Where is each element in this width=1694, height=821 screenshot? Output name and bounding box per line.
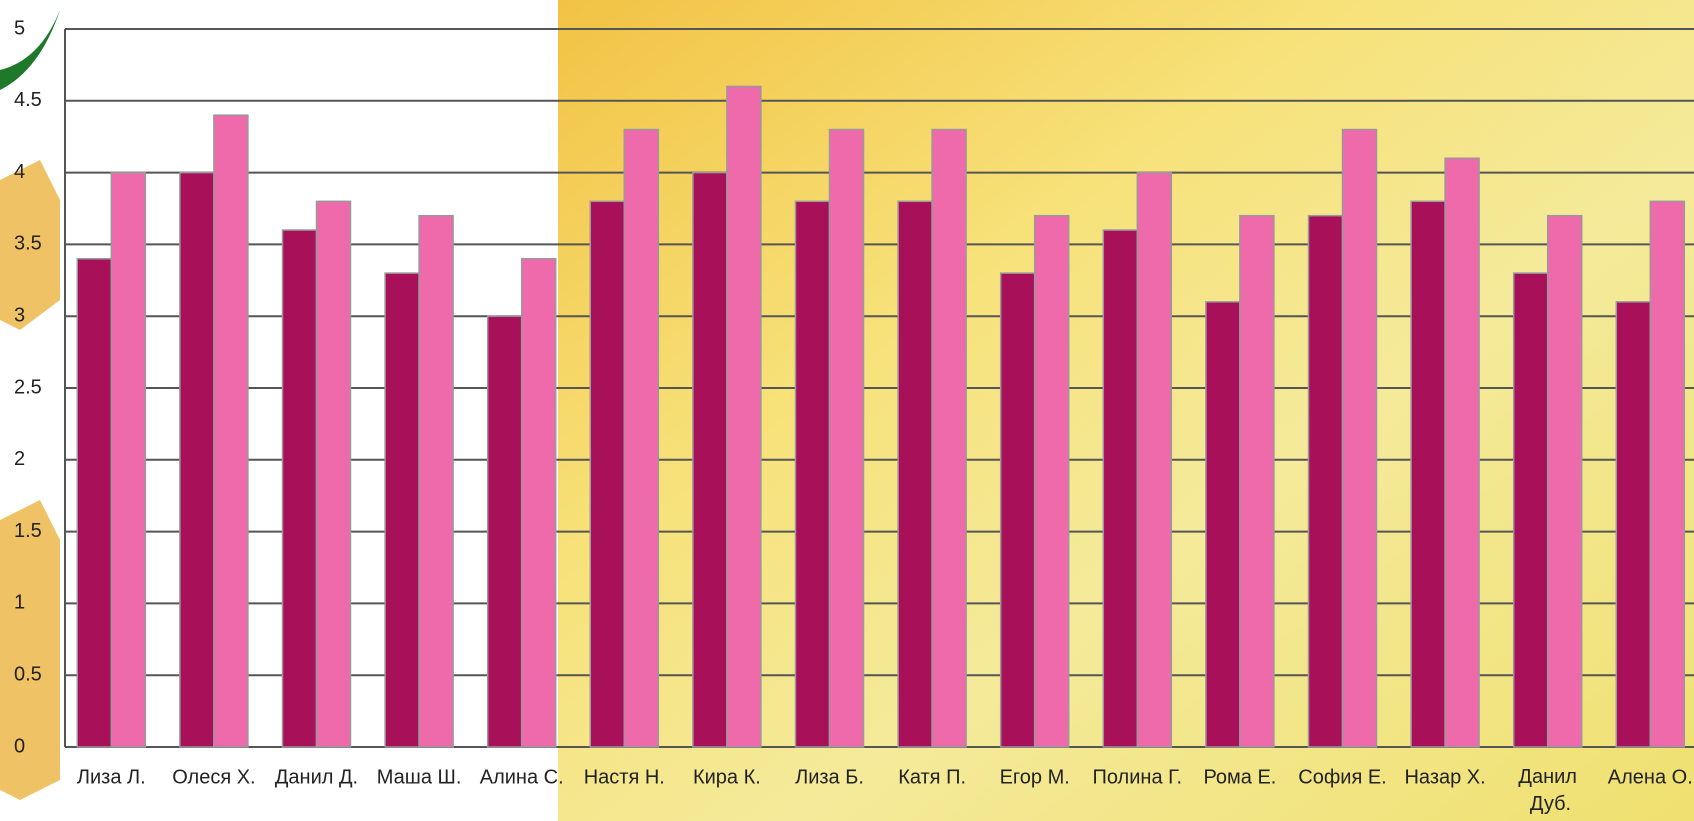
bar: [828, 128, 865, 748]
x-tick-label: Назар Х.: [1404, 766, 1485, 788]
bar: [1512, 272, 1549, 748]
y-tick-label: 2: [14, 448, 25, 470]
bar: [897, 200, 933, 748]
y-tick-label: 1.5: [14, 520, 42, 542]
x-tick-label: Олеся Х.: [172, 766, 255, 788]
x-tick-label: Лиза Б.: [795, 766, 864, 788]
x-tick-label: Алина С.: [480, 766, 564, 788]
bar: [1444, 157, 1480, 748]
x-tick-label: Лиза Л.: [77, 766, 146, 788]
x-tick-label: Маша Ш.: [377, 766, 462, 788]
bar: [726, 85, 762, 748]
bar: [418, 214, 454, 748]
bar: [315, 200, 352, 748]
bar: [1205, 301, 1241, 748]
bar: [999, 272, 1036, 748]
bar: [1615, 301, 1652, 748]
bar: [1307, 214, 1344, 748]
x-tick-label: Алена О.: [1608, 766, 1693, 788]
y-tick-label: 2.5: [14, 376, 42, 398]
bar: [520, 258, 557, 748]
bar: [1546, 214, 1583, 748]
bar: [931, 128, 967, 748]
bar: [486, 315, 523, 748]
y-tick-label: 3: [14, 304, 25, 326]
bar: [1239, 214, 1275, 748]
bar: [213, 114, 249, 748]
x-tick-label: Кира К.: [693, 766, 761, 788]
y-tick-label: 4: [14, 161, 25, 183]
x-tick-label: Егор М.: [1000, 766, 1070, 788]
y-tick-label: 3.5: [14, 233, 42, 255]
bar: [76, 258, 113, 748]
bar: [1649, 200, 1686, 748]
x-tick-label: Данил Дуб.: [1518, 766, 1577, 815]
x-tick-label: София Е.: [1298, 766, 1386, 788]
y-tick-label: 4.5: [14, 89, 42, 111]
y-tick-label: 5: [14, 17, 25, 39]
bar: [794, 200, 831, 748]
bar: [1136, 171, 1173, 748]
x-tick-label: Полина Г.: [1093, 766, 1183, 788]
bar: [1102, 229, 1139, 748]
leaf-decoration: [0, 10, 60, 90]
x-tick-label: Катя П.: [898, 766, 966, 788]
bar: [623, 128, 660, 748]
x-tick-label: Данил Д.: [275, 766, 358, 788]
x-tick-label: Рома Е.: [1203, 766, 1276, 788]
bar: [1033, 214, 1070, 748]
y-tick-label: 0.5: [14, 663, 42, 685]
honeycomb-decoration: [0, 160, 60, 330]
bar: [179, 171, 215, 748]
bar: [1410, 200, 1446, 748]
y-tick-label: 1: [14, 592, 25, 614]
bar: [692, 171, 728, 748]
bar: [384, 272, 420, 748]
honeycomb-decoration: [0, 500, 60, 800]
bar: [281, 229, 318, 748]
bar: [1341, 128, 1378, 748]
x-tick-label: Настя Н.: [584, 766, 665, 788]
bar: [589, 200, 626, 748]
bar: [110, 171, 147, 748]
y-tick-label: 0: [14, 735, 25, 757]
